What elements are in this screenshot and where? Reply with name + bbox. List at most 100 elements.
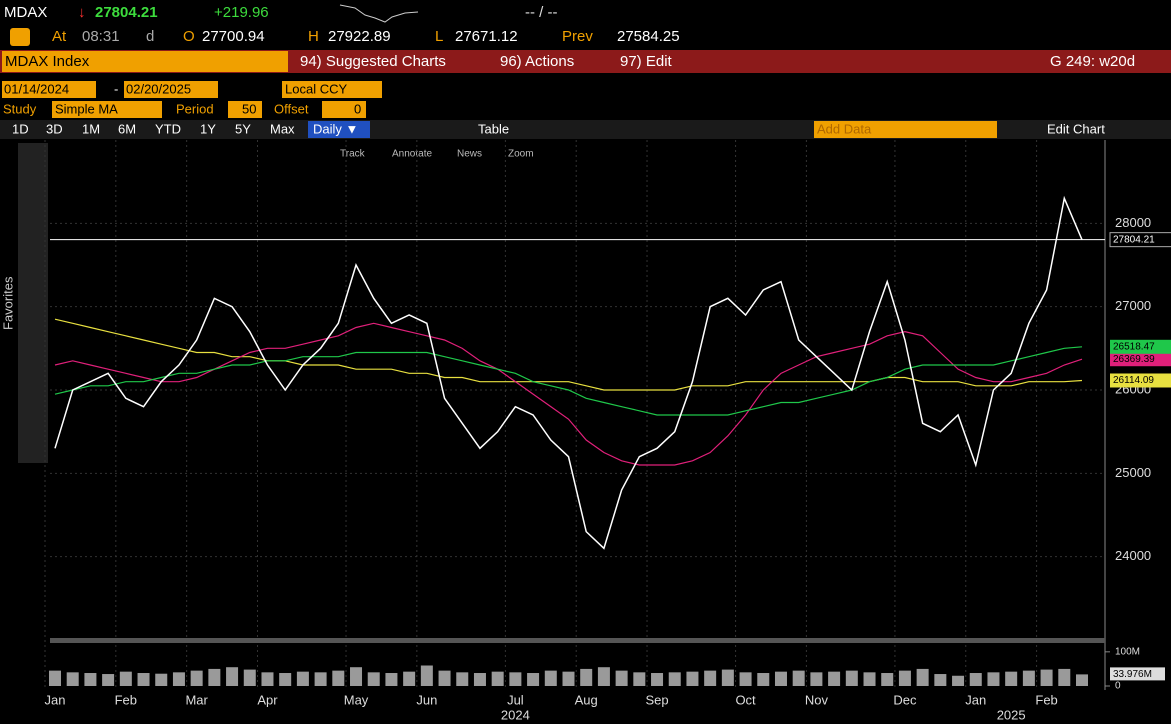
volume-bar <box>686 671 699 686</box>
volume-bar <box>509 672 522 686</box>
add-data[interactable]: Add Data <box>817 121 872 136</box>
volume-bar <box>119 671 132 686</box>
chart-tools: Track Annotate News Zoom <box>340 149 534 160</box>
volume-bar <box>810 672 823 686</box>
series-line <box>54 195 1083 550</box>
volume-bar <box>952 675 965 686</box>
offset-label: Offset <box>274 101 309 116</box>
volume-bar <box>296 671 309 686</box>
range-buttons: 1D 3D 1M 6M YTD 1Y 5Y Max <box>12 121 295 136</box>
x-tick-label: Jan <box>965 692 986 707</box>
edit-chart[interactable]: Edit Chart <box>1047 121 1105 136</box>
tool-button[interactable]: Zoom <box>508 149 534 160</box>
clock-icon <box>10 28 30 46</box>
volume-bar <box>898 670 911 686</box>
volume-bar <box>314 672 327 686</box>
last-value-box <box>1110 373 1171 388</box>
currency[interactable]: Local CCY <box>285 81 347 96</box>
last-value-box <box>1110 667 1165 681</box>
volume-bar <box>615 670 628 686</box>
offset[interactable]: 0 <box>354 101 361 116</box>
start-date[interactable]: 01/14/2024 <box>4 81 69 96</box>
range-button[interactable]: 6M <box>118 121 136 136</box>
menu-item[interactable]: 96) Actions <box>500 53 574 70</box>
volume-bar <box>243 669 256 686</box>
favorites[interactable]: Favorites <box>0 276 15 330</box>
currency-input[interactable] <box>282 81 382 98</box>
security[interactable]: MDAX Index <box>5 53 90 70</box>
x-tick-label: Jun <box>416 692 437 707</box>
low-label: L <box>435 28 443 45</box>
x-tick-label: Jul <box>507 692 524 707</box>
low: 27671.12 <box>455 28 518 45</box>
volume-bar <box>1040 669 1053 686</box>
volume-bar <box>704 670 717 686</box>
x-tick-label: Feb <box>1035 692 1057 707</box>
study[interactable]: Simple MA <box>55 101 118 116</box>
volume-bar <box>1076 674 1088 686</box>
volume-bar <box>580 668 593 686</box>
series-line <box>54 322 1083 466</box>
volume-bar <box>668 672 681 686</box>
down-arrow: ↓ <box>78 4 86 21</box>
range-button[interactable]: 1D <box>12 121 29 136</box>
volume-bar <box>385 673 398 686</box>
volume-bar <box>137 673 150 686</box>
security-input[interactable] <box>2 51 288 72</box>
offset-input[interactable] <box>322 101 366 118</box>
range-button[interactable]: 5Y <box>235 121 251 136</box>
volume-bar <box>987 672 1000 686</box>
last-value-label: 27804.21 <box>1113 234 1155 245</box>
frequency[interactable]: Daily ▼ <box>313 121 358 136</box>
period-input[interactable] <box>228 101 262 118</box>
volume-bar <box>350 667 363 686</box>
high: 27922.89 <box>328 28 391 45</box>
volume-bar <box>172 672 185 686</box>
study-input[interactable] <box>52 101 162 118</box>
table-button[interactable]: Table <box>478 121 509 136</box>
volume-bar <box>491 671 504 686</box>
drawing-toolbar <box>18 143 48 463</box>
volume-bar <box>651 673 664 686</box>
menu-bar <box>0 50 1171 73</box>
prev: 27584.25 <box>617 28 680 45</box>
volume-bar <box>208 668 221 686</box>
tool-button[interactable]: Track <box>340 149 366 160</box>
x-tick-label: Feb <box>115 692 137 707</box>
volume-bar <box>633 672 646 686</box>
change: +219.96 <box>214 4 269 21</box>
range-button[interactable]: 1Y <box>200 121 216 136</box>
volume-bar <box>721 669 734 686</box>
series-line <box>54 318 1083 391</box>
last-value-box <box>1109 232 1171 248</box>
range-button[interactable]: 1M <box>82 121 100 136</box>
add-data-input[interactable] <box>814 121 997 138</box>
y-tick-label: 24000 <box>1115 548 1151 563</box>
menu-item[interactable]: 94) Suggested Charts <box>300 53 446 70</box>
start-input[interactable] <box>2 81 96 98</box>
tool-button[interactable]: Annotate <box>392 149 432 160</box>
volume-bar <box>916 668 929 686</box>
open-label: O <box>183 28 195 45</box>
range-button[interactable]: 3D <box>46 121 63 136</box>
volume-bar <box>66 672 79 686</box>
volume-bar <box>597 667 610 686</box>
end-input[interactable] <box>124 81 218 98</box>
volume-bar <box>828 671 841 686</box>
period[interactable]: 50 <box>242 101 256 116</box>
menu-item[interactable]: 97) Edit <box>620 53 673 70</box>
period-label: Period <box>176 101 214 116</box>
volume-bar <box>279 673 292 686</box>
bid-ask: -- / -- <box>525 4 557 21</box>
range-button[interactable]: YTD <box>155 121 181 136</box>
frequency-button[interactable] <box>308 121 370 138</box>
study-label: Study <box>3 101 37 116</box>
last-value-label: 26369.39 <box>1113 354 1155 365</box>
volume-bar <box>473 673 486 686</box>
end-date[interactable]: 02/20/2025 <box>126 81 191 96</box>
range-button[interactable]: Max <box>270 121 295 136</box>
volume-bar <box>403 671 416 686</box>
volume-bar <box>757 673 770 686</box>
tool-button[interactable]: News <box>457 149 482 160</box>
